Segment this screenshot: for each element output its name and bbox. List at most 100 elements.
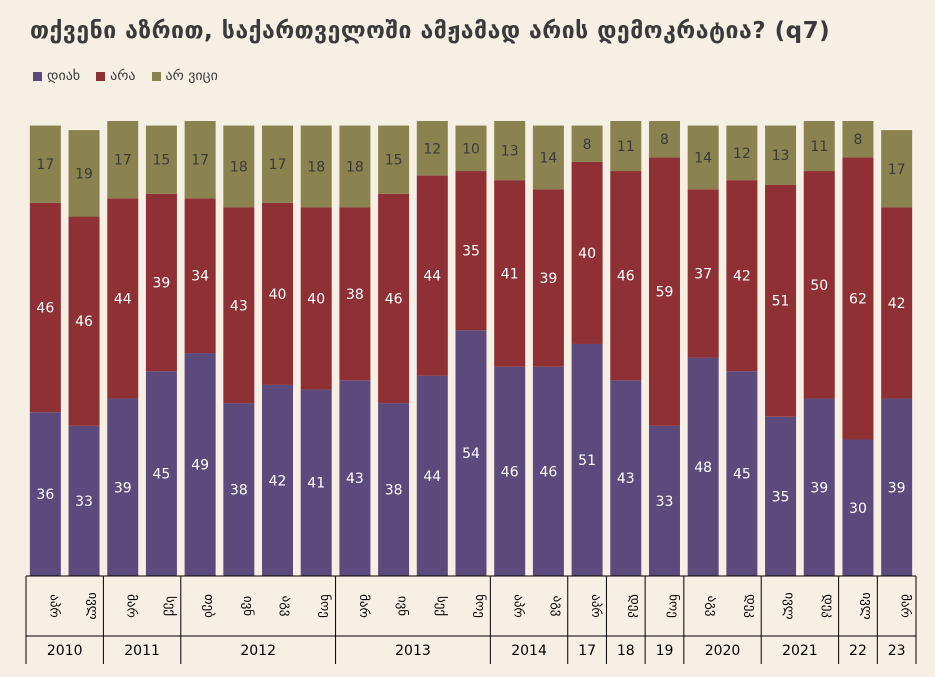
- legend: დიახ არა არ ვიცი: [33, 68, 234, 84]
- bar-segment: [68, 425, 100, 576]
- bar-segment: [339, 380, 371, 576]
- data-label: 46: [385, 291, 403, 307]
- data-label: 45: [733, 467, 751, 483]
- x-tick-label: მარ: [356, 594, 371, 618]
- data-label: 33: [656, 494, 674, 510]
- bar-segment: [184, 353, 216, 576]
- bar-segment: [262, 202, 294, 385]
- bar-segment: [339, 207, 371, 381]
- bar-segment: [378, 125, 410, 194]
- x-tick-label: ივნ: [395, 596, 410, 616]
- data-label: 50: [810, 278, 828, 294]
- data-label: 13: [501, 144, 519, 160]
- data-label: 46: [617, 269, 635, 285]
- bar-segment: [803, 171, 835, 399]
- data-label: 38: [230, 483, 248, 499]
- legend-item: დიახ: [33, 68, 80, 84]
- bar-segment: [378, 403, 410, 576]
- data-label: 37: [694, 266, 712, 282]
- x-tick-label: ნოე: [317, 594, 332, 618]
- bar-segment: [687, 357, 719, 576]
- year-label: 2011: [124, 643, 160, 659]
- x-tick-label: აგვ: [549, 596, 564, 617]
- data-label: 42: [733, 269, 751, 285]
- bar-segment: [223, 125, 255, 208]
- bar-segment: [416, 175, 448, 376]
- year-label: 2010: [47, 643, 83, 659]
- bar-segment: [726, 180, 758, 372]
- bar-segment: [842, 157, 874, 440]
- data-label: 8: [853, 132, 862, 148]
- x-tick-label: ივლ: [782, 592, 797, 619]
- x-tick-label: დეკ: [627, 594, 642, 618]
- x-tick-label: სექ: [162, 596, 177, 616]
- data-label: 38: [385, 483, 403, 499]
- bar-segment: [223, 207, 255, 404]
- year-label: 2020: [705, 643, 741, 659]
- data-label: 36: [36, 487, 54, 503]
- x-tick-label: აპრ: [511, 594, 526, 618]
- bar-segment: [416, 375, 448, 576]
- x-tick-label: აგვ: [279, 596, 294, 617]
- data-label: 46: [539, 464, 557, 480]
- data-label: 33: [75, 494, 93, 510]
- data-label: 8: [660, 132, 669, 148]
- bar-segment: [765, 125, 797, 185]
- data-label: 35: [462, 244, 480, 260]
- data-label: 40: [307, 291, 325, 307]
- bar-segment: [107, 398, 139, 576]
- data-label: 19: [75, 166, 93, 182]
- bar-segment: [881, 207, 913, 399]
- bar-segment: [68, 130, 100, 217]
- data-label: 12: [423, 141, 441, 157]
- bar-segment: [107, 198, 139, 399]
- data-label: 18: [346, 160, 364, 176]
- year-label: 18: [617, 643, 635, 659]
- bar-segment: [494, 121, 526, 181]
- legend-swatch: [96, 71, 106, 81]
- bar-segment: [262, 125, 294, 203]
- data-label: 46: [501, 464, 519, 480]
- x-tick-label: ივნ: [240, 596, 255, 616]
- year-label: 17: [578, 643, 596, 659]
- x-tick-label: აპრ: [588, 594, 603, 618]
- data-label: 17: [888, 162, 906, 178]
- bar-segment: [494, 366, 526, 576]
- data-label: 8: [583, 137, 592, 153]
- bar-segment: [571, 161, 603, 344]
- legend-item: არ ვიცი: [151, 68, 218, 84]
- year-label: 19: [656, 643, 674, 659]
- legend-swatch: [151, 71, 161, 81]
- legend-label: დიახ: [47, 68, 81, 84]
- data-label: 15: [153, 153, 171, 169]
- bar-segment: [378, 193, 410, 404]
- year-label: 2013: [395, 643, 431, 659]
- x-tick-label: ივლ: [859, 592, 874, 619]
- bar-segment: [842, 439, 874, 576]
- bar-segment: [223, 403, 255, 576]
- data-label: 15: [385, 153, 403, 169]
- data-label: 51: [578, 453, 596, 469]
- data-label: 43: [346, 471, 364, 487]
- bar-segment: [803, 121, 835, 172]
- x-tick-label: სექ: [433, 596, 448, 616]
- data-label: 44: [423, 269, 441, 285]
- data-label: 39: [153, 276, 171, 292]
- bar-segment: [29, 125, 61, 203]
- bar-segment: [687, 189, 719, 358]
- data-label: 49: [191, 458, 209, 474]
- bar-segment: [532, 189, 564, 367]
- data-label: 11: [617, 139, 635, 155]
- data-label: 48: [694, 460, 712, 476]
- bar-segment: [842, 121, 874, 158]
- data-label: 39: [888, 480, 906, 496]
- legend-item: არა: [96, 68, 136, 84]
- bar-segment: [455, 330, 487, 576]
- bar-segment: [726, 371, 758, 576]
- bar-segment: [29, 202, 61, 413]
- bar-segment: [262, 384, 294, 576]
- data-label: 39: [539, 271, 557, 287]
- data-label: 10: [462, 141, 480, 157]
- x-tick-label: დეკ: [743, 594, 758, 618]
- data-label: 35: [772, 489, 790, 505]
